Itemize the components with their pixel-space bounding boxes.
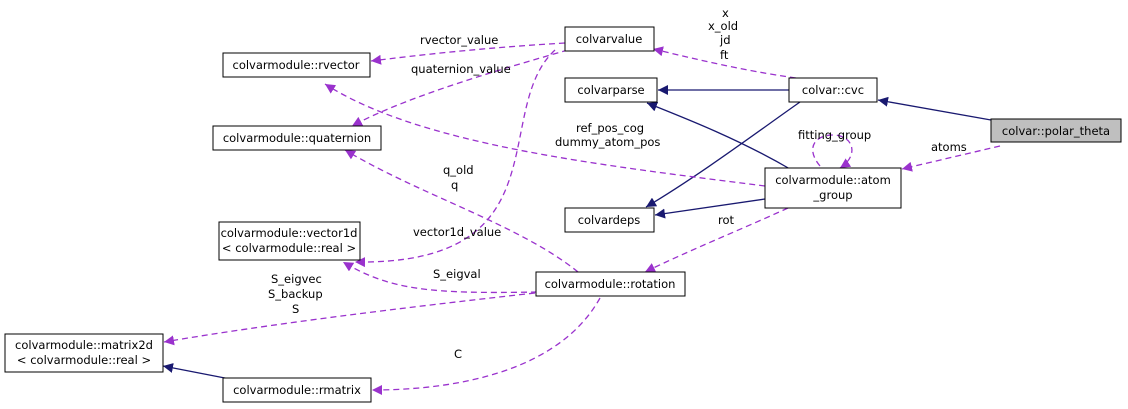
- node-label-vector1d-line2: < colvarmodule::real >: [222, 241, 356, 255]
- edge-label-s-eigvec: S_eigvec: [271, 272, 322, 286]
- node-label-colvarparse: colvarparse: [577, 83, 644, 97]
- node-label-rotation: colvarmodule::rotation: [545, 277, 676, 291]
- edge-c: [371, 297, 601, 395]
- edge-quaternion-value: [351, 49, 569, 127]
- node-label-colvardeps: colvardeps: [578, 213, 641, 227]
- edge-label-ref-pos-cog: ref_pos_cog: [576, 121, 644, 135]
- edge-label-rot: rot: [718, 213, 735, 227]
- edge-label-s-backup: S_backup: [268, 287, 323, 301]
- edge-label-fitting-group: fitting_group: [798, 128, 871, 142]
- node-label-matrix2d-line1: colvarmodule::matrix2d: [15, 338, 153, 352]
- node-colvarmodule-rmatrix[interactable]: colvarmodule::rmatrix: [222, 377, 372, 403]
- node-colvar-cvc[interactable]: colvar::cvc: [788, 77, 878, 103]
- edge-label-dummy-atom-pos: dummy_atom_pos: [555, 135, 660, 149]
- edge-label-s-eigval: S_eigval: [433, 267, 481, 281]
- edge-s-eigvec: [163, 292, 536, 346]
- edge-rvector-value: [370, 42, 566, 65]
- edge-label-x: x: [722, 6, 729, 20]
- edge-rot: [644, 207, 789, 273]
- edge-label-q-old: q_old: [443, 163, 474, 177]
- node-colvarmodule-rvector[interactable]: colvarmodule::rvector: [222, 52, 371, 78]
- edge-atom-group-to-colvarparse: [646, 102, 791, 170]
- edge-label-c: C: [454, 347, 462, 361]
- node-colvarmodule-quaternion[interactable]: colvarmodule::quaternion: [212, 125, 382, 151]
- node-colvardeps[interactable]: colvardeps: [564, 207, 655, 233]
- node-label-vector1d-line1: colvarmodule::vector1d: [221, 226, 358, 240]
- node-label-quaternion: colvarmodule::quaternion: [223, 131, 371, 145]
- edge-cvc-to-colvardeps: [645, 101, 801, 208]
- edge-label-x-old: x_old: [708, 19, 738, 33]
- node-colvarmodule-rotation[interactable]: colvarmodule::rotation: [535, 271, 686, 297]
- edge-label-ft: ft: [720, 48, 729, 62]
- node-label-atom-group-line2: _group: [812, 188, 852, 202]
- edge-label-quaternion-value: quaternion_value: [411, 62, 511, 76]
- node-label-atom-group-line1: colvarmodule::atom: [775, 173, 891, 187]
- node-label-colvarvalue: colvarvalue: [576, 32, 643, 46]
- edge-label-atoms: atoms: [931, 140, 967, 154]
- node-label-rvector: colvarmodule::rvector: [233, 58, 360, 72]
- edge-vector1d-value: [354, 49, 556, 268]
- edge-label-jd: jd: [719, 33, 731, 47]
- edge-polar-theta-to-cvc: [877, 96, 992, 121]
- edge-rmatrix-to-matrix2d: [162, 362, 231, 380]
- node-colvarparse[interactable]: colvarparse: [564, 77, 658, 103]
- edge-label-vector1d-value: vector1d_value: [413, 225, 501, 239]
- node-colvarmodule-matrix2d[interactable]: colvarmodule::matrix2d < colvarmodule::r…: [4, 333, 164, 373]
- node-colvarmodule-atom-group[interactable]: colvarmodule::atom _group: [764, 167, 902, 209]
- node-colvarvalue[interactable]: colvarvalue: [564, 26, 655, 52]
- edge-ref-pos-cog: [324, 83, 766, 187]
- node-label-rmatrix: colvarmodule::rmatrix: [233, 383, 361, 397]
- edge-label-rvector-value: rvector_value: [420, 33, 498, 47]
- node-label-polar-theta: colvar::polar_theta: [1002, 124, 1110, 138]
- node-colvar-polar-theta[interactable]: colvar::polar_theta: [990, 118, 1122, 143]
- edge-label-s: S: [292, 302, 299, 316]
- edge-atoms: [901, 145, 1001, 172]
- node-colvarmodule-vector1d[interactable]: colvarmodule::vector1d < colvarmodule::r…: [218, 221, 361, 261]
- edge-atom-group-to-colvardeps: [654, 198, 766, 219]
- edge-label-q: q: [451, 178, 458, 192]
- node-label-matrix2d-line2: < colvarmodule::real >: [17, 353, 151, 367]
- node-label-cvc: colvar::cvc: [802, 83, 864, 97]
